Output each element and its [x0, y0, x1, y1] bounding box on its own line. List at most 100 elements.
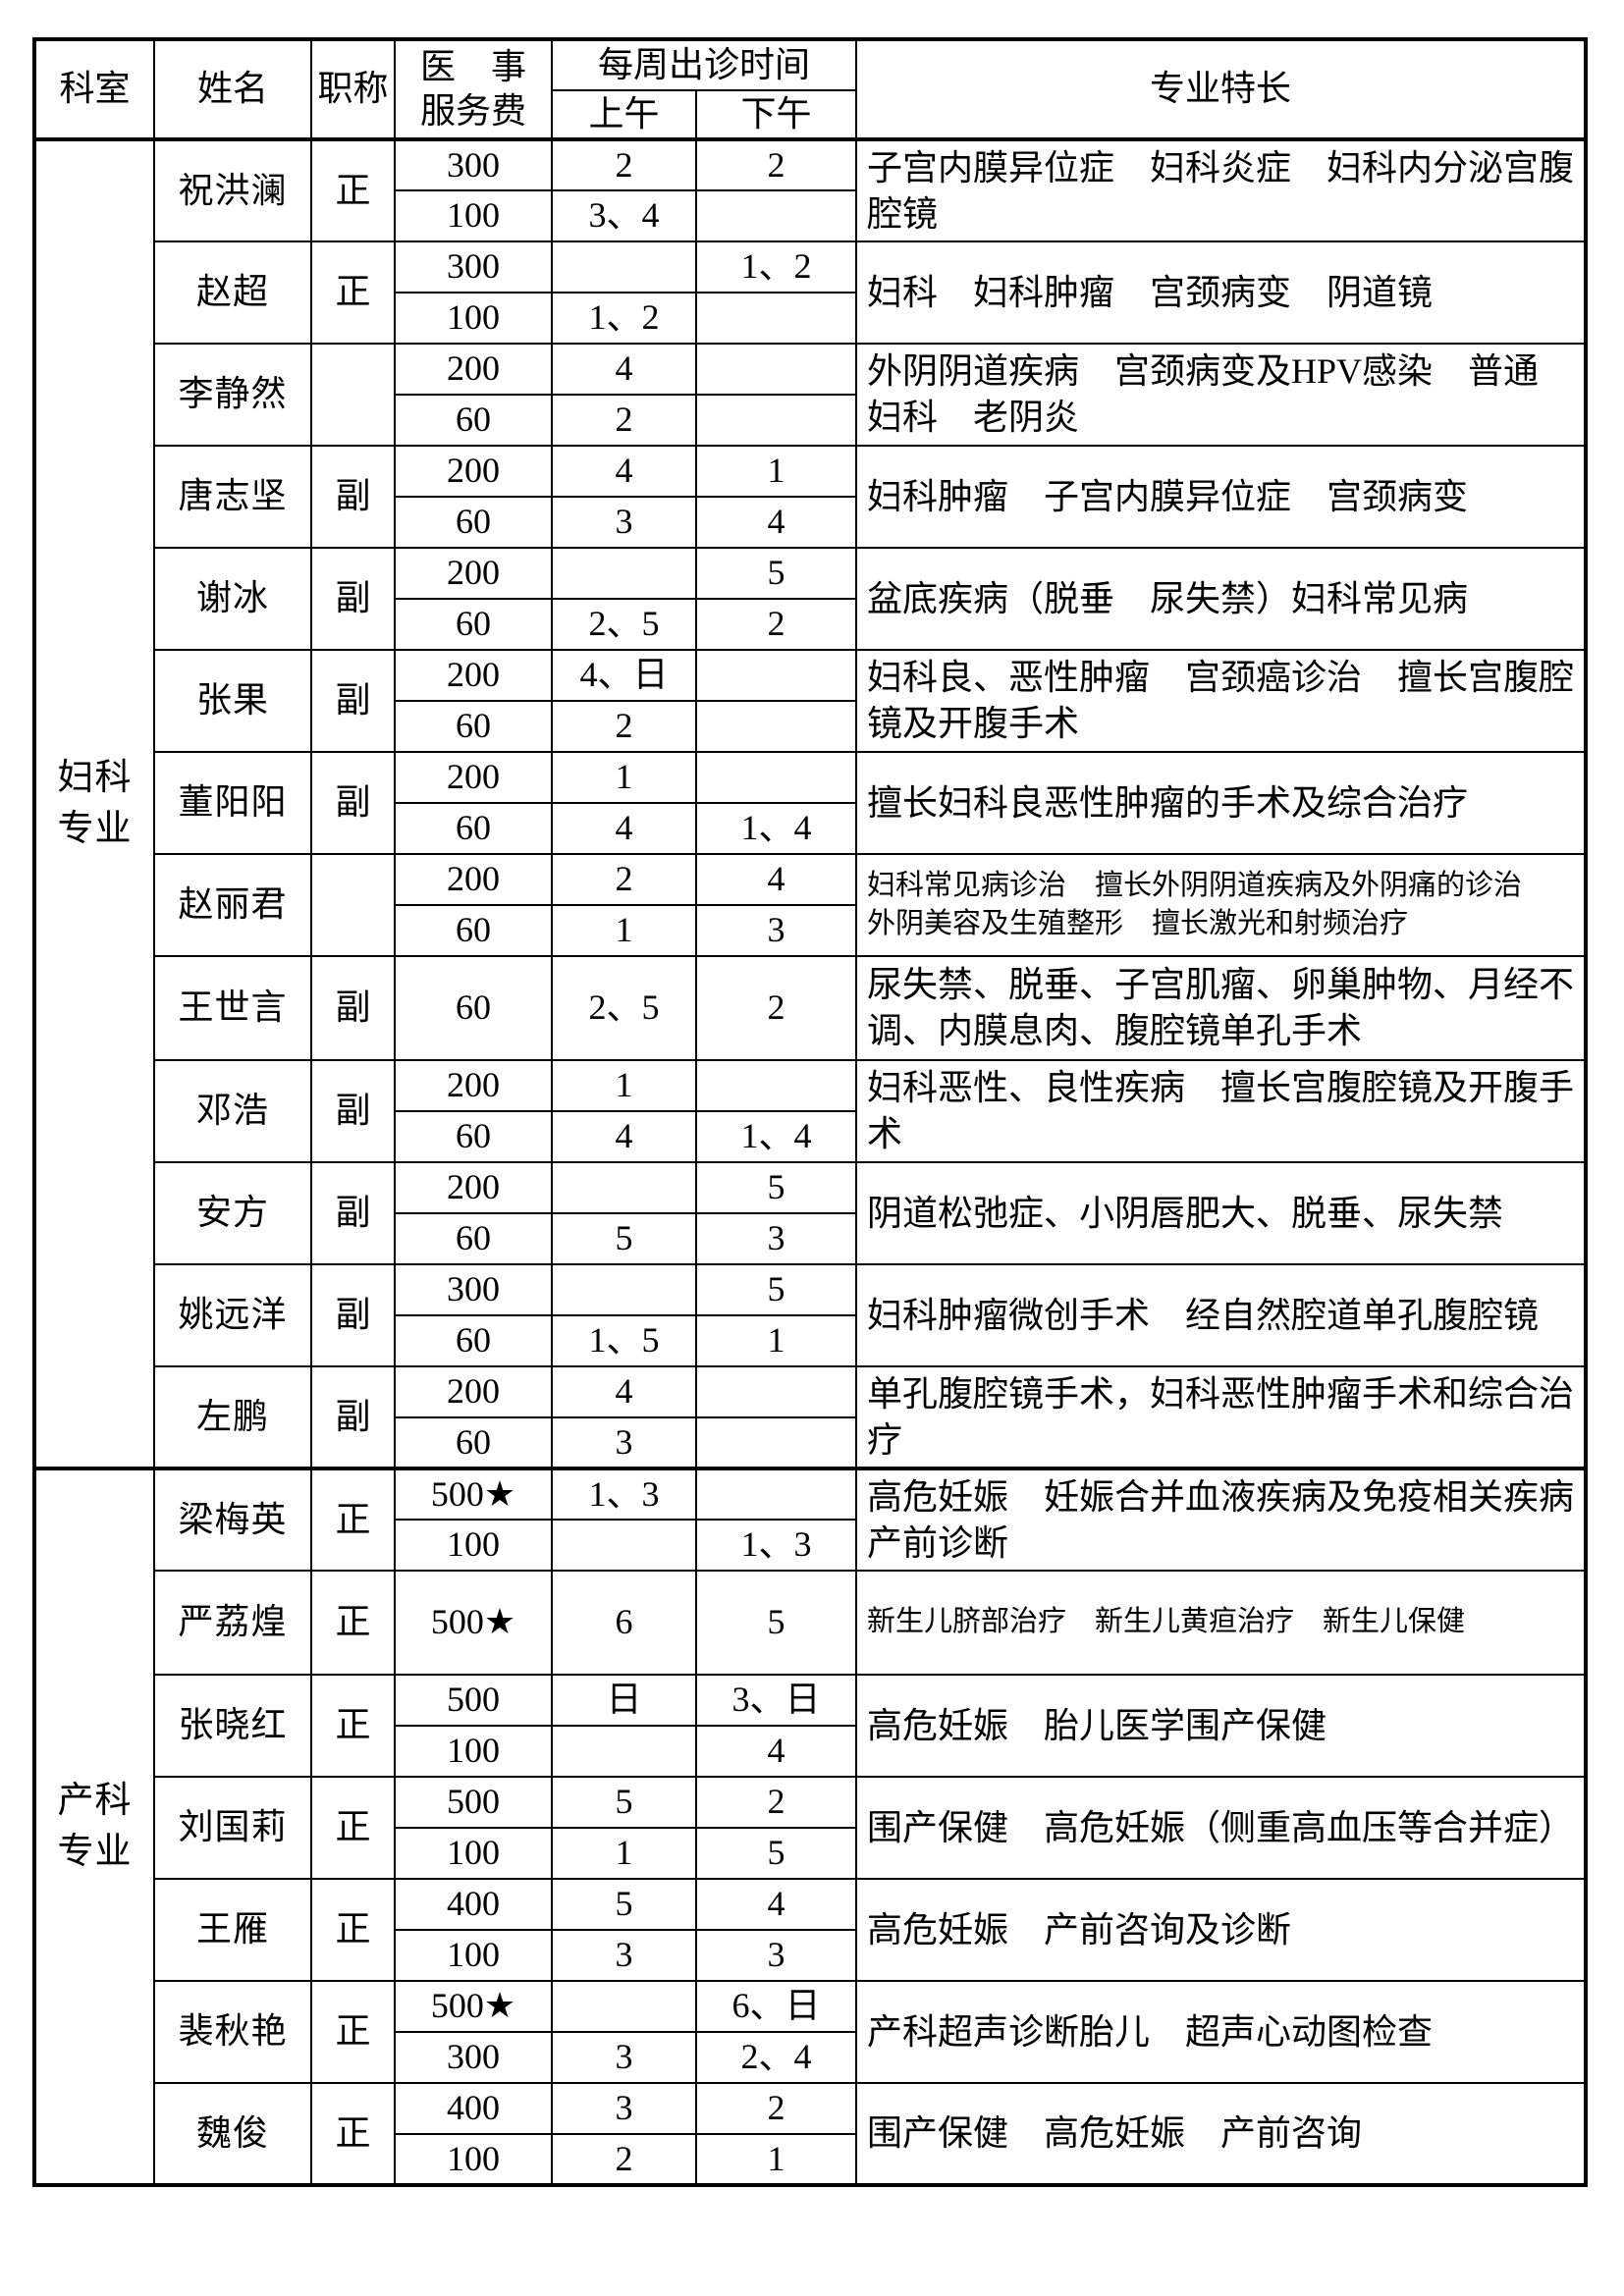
pm-cell: 2: [694, 598, 858, 651]
am-cell: 3: [551, 1416, 697, 1469]
fee-cell: 200: [394, 649, 553, 702]
pm-cell: [694, 751, 858, 804]
am-cell: [551, 547, 697, 600]
pm-cell: 4: [694, 1878, 858, 1931]
doctor-name-cell: 张晓红: [153, 1674, 312, 1778]
doctor-row: 安方副 200 5 阴道松弛症、小阴唇肥大、脱垂、尿失禁: [34, 1161, 1588, 1265]
header-fee: 医 事 服务费: [394, 38, 553, 140]
am-cell: 3: [551, 496, 697, 549]
specialty-cell: 阴道松弛症、小阴唇肥大、脱垂、尿失禁: [855, 1161, 1588, 1265]
am-cell: 1、5: [551, 1314, 697, 1367]
header-title: 职称: [310, 38, 396, 140]
am-cell: 1、3: [551, 1467, 697, 1521]
am-cell: 3: [551, 2031, 697, 2084]
doctor-title-cell: 正: [310, 240, 396, 345]
doctor-row: 唐志坚副 200 4 1 妇科肿瘤 子宫内膜异位症 宫颈病变: [34, 445, 1588, 549]
fee-cell: 200: [394, 343, 553, 396]
specialty-cell: 外阴阴道疾病 宫颈病变及HPV感染 普通妇科 老阴炎: [855, 343, 1588, 447]
am-cell: 4: [551, 343, 697, 396]
doctor-row: 60 3: [34, 1416, 1586, 1469]
am-cell: 2、5: [551, 955, 697, 1061]
doctor-row: 裴秋艳正 500★ 6、日 产科超声诊断胎儿 超声心动图检查: [34, 1980, 1588, 2084]
doctor-row: 左鹏副 200 4 单孔腹腔镜手术，妇科恶性肿瘤手术和综合治疗: [34, 1365, 1588, 1469]
doctor-row: 张果副 200 4、日 妇科良、恶性肿瘤 宫颈癌诊治 擅长宫腹腔镜及开腹手术: [34, 649, 1588, 753]
doctor-row: 60 2: [34, 700, 1586, 753]
pm-cell: [694, 1365, 858, 1418]
pm-cell: 3: [694, 1929, 858, 1982]
doctor-name-cell: 张果: [153, 649, 312, 753]
pm-cell: 3: [694, 904, 858, 957]
doctor-row: 100 1 5: [34, 1827, 1586, 1880]
doctor-title-cell: 副: [310, 1263, 396, 1367]
doctor-row: 王世言副 60 2、5 2 尿失禁、脱垂、子宫肌瘤、卵巢肿物、月经不调、内膜息肉、腹腔镜…: [34, 955, 1588, 1061]
am-cell: 2: [551, 853, 697, 906]
fee-cell: 100: [394, 1725, 553, 1778]
fee-cell: 500: [394, 1674, 553, 1727]
am-cell: 5: [551, 1776, 697, 1829]
pm-cell: 6、日: [694, 1980, 858, 2033]
doctor-row: 赵超正 300 1、2 妇科 妇科肿瘤 宫颈病变 阴道镜: [34, 240, 1588, 345]
am-cell: [551, 1725, 697, 1778]
doctor-row: 60 4 1、4: [34, 1110, 1586, 1163]
doctor-row: 100 4: [34, 1725, 1586, 1778]
am-cell: 2: [551, 137, 697, 191]
specialty-cell: 围产保健 高危妊娠 产前咨询: [855, 2082, 1588, 2186]
am-cell: 3、4: [551, 189, 697, 242]
am-cell: 2、5: [551, 598, 697, 651]
doctor-title-cell: 副: [310, 1059, 396, 1163]
fee-cell: 60: [394, 496, 553, 549]
doctor-row: 严荔煌正 500★ 6 5 新生儿脐部治疗 新生儿黄疸治疗 新生儿保健: [34, 1570, 1588, 1676]
doctor-row: 60 4 1、4: [34, 802, 1586, 855]
fee-cell: 100: [394, 1929, 553, 1982]
pm-cell: 5: [694, 547, 858, 600]
schedule-body: 妇科专业 祝洪澜正 300 2 2 子宫内膜异位症 妇科炎症 妇科内分泌宫腹腔镜 100 3、…: [33, 137, 1588, 2186]
header-weekly-schedule: 每周出诊时间: [550, 38, 858, 91]
doctor-title-cell: 副: [310, 547, 396, 651]
doctor-name-cell: 严荔煌: [153, 1570, 312, 1676]
specialty-cell: 高危妊娠 胎儿医学围产保健: [855, 1674, 1588, 1778]
pm-cell: 5: [694, 1263, 858, 1316]
doctor-row: 张晓红正 500 日 3、日 高危妊娠 胎儿医学围产保健: [34, 1674, 1588, 1778]
fee-cell: 200: [394, 1161, 553, 1214]
doctor-title-cell: 副: [310, 1365, 396, 1469]
pm-cell: 1: [694, 1314, 858, 1367]
doctor-row: 谢冰副 200 5 盆底疾病（脱垂 尿失禁）妇科常见病: [34, 547, 1588, 651]
fee-cell: 500★: [394, 1467, 553, 1521]
fee-cell: 200: [394, 445, 553, 498]
doctor-name-cell: 唐志坚: [153, 445, 312, 549]
pm-cell: 3、日: [694, 1674, 858, 1727]
doctor-row: 60 5 3: [34, 1212, 1586, 1265]
fee-cell: 100: [394, 1519, 553, 1572]
am-cell: 4: [551, 1365, 697, 1418]
doctor-row: 300 3 2、4: [34, 2031, 1586, 2084]
am-cell: 3: [551, 2082, 697, 2135]
am-cell: 日: [551, 1674, 697, 1727]
specialty-cell: 产科超声诊断胎儿 超声心动图检查: [855, 1980, 1588, 2084]
doctor-row: 100 1、3: [34, 1519, 1586, 1572]
doctor-title-cell: 副: [310, 751, 396, 855]
pm-cell: 2: [694, 137, 858, 191]
doctor-row: 100 3、4: [34, 189, 1586, 242]
doctor-row: 60 3 4: [34, 496, 1586, 549]
doctor-row: 姚远洋副 300 5 妇科肿瘤微创手术 经自然腔道单孔腹腔镜: [34, 1263, 1588, 1367]
am-cell: [551, 240, 697, 294]
doctor-name-cell: 裴秋艳: [153, 1980, 312, 2084]
department-cell: 妇科专业: [33, 137, 155, 1469]
pm-cell: [694, 1416, 858, 1469]
fee-cell: 300: [394, 240, 553, 294]
doctor-row: 刘国莉正 500 5 2 围产保健 高危妊娠（侧重高血压等合并症）: [34, 1776, 1588, 1880]
pm-cell: 2、4: [694, 2031, 858, 2084]
fee-cell: 500: [394, 1776, 553, 1829]
doctor-title-cell: 正: [310, 1570, 396, 1676]
am-cell: 1、2: [551, 292, 697, 345]
doctor-row: 魏俊正 400 3 2 围产保健 高危妊娠 产前咨询: [34, 2082, 1588, 2186]
specialty-cell: 高危妊娠 产前咨询及诊断: [855, 1878, 1588, 1982]
pm-cell: [694, 189, 858, 242]
doctor-row: 100 1、2: [34, 292, 1586, 345]
fee-cell: 500★: [394, 1980, 553, 2033]
doctor-title-cell: 正: [310, 1467, 396, 1572]
doctor-row: 王雁正 400 5 4 高危妊娠 产前咨询及诊断: [34, 1878, 1588, 1982]
pm-cell: 1、2: [694, 240, 858, 294]
am-cell: 4: [551, 445, 697, 498]
